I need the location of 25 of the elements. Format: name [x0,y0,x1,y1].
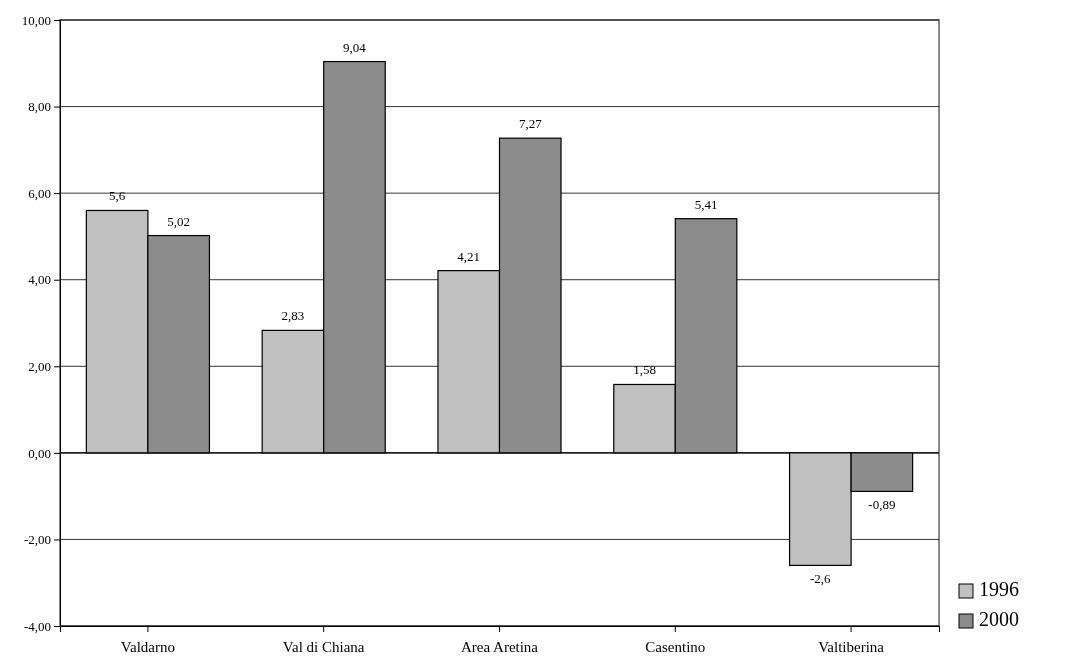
legend-label: 1996 [979,578,1019,600]
x-tick-label: Casentino [645,638,706,655]
x-tick-label: Valdarno [120,638,175,655]
y-tick-label: -2,00 [23,532,51,548]
x-tick-label: Area Aretina [460,638,539,655]
y-tick-label: 0,00 [28,445,51,461]
y-tick-label: 8,00 [28,99,51,115]
data-label: -0,89 [868,497,896,513]
data-label: 1,58 [633,362,656,378]
x-tick-label: Val di Chiana [282,638,365,655]
data-label: 5,02 [167,213,191,229]
y-tick-label: 2,00 [28,358,51,374]
y-tick-label: 4,00 [28,272,51,288]
data-label: 2,83 [281,308,305,324]
data-label: 5,41 [694,196,718,212]
data-label: 5,6 [109,188,126,204]
data-label: 7,27 [518,116,543,132]
y-tick-label: -4,00 [23,618,51,634]
data-label: 9,04 [343,39,367,55]
data-label: 4,21 [457,248,481,264]
y-tick-label: 10,00 [21,12,51,28]
x-tick-label: Valtiberina [818,638,885,655]
y-tick-label: 6,00 [28,185,51,201]
data-label: -2,6 [810,571,832,587]
legend-label: 2000 [979,608,1019,630]
